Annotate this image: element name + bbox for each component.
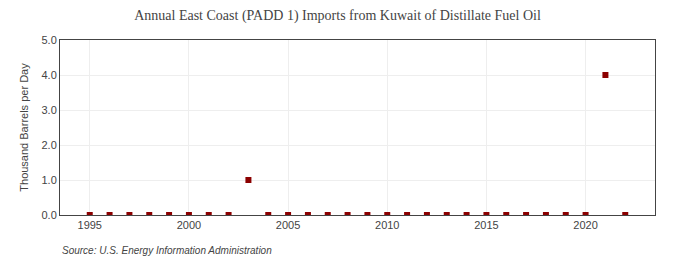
svg-text:1995: 1995	[78, 219, 102, 231]
svg-text:Annual East Coast (PADD 1) Imp: Annual East Coast (PADD 1) Imports from …	[134, 8, 541, 24]
svg-text:Thousand Barrels per Day: Thousand Barrels per Day	[18, 63, 30, 192]
svg-text:0.0: 0.0	[42, 209, 57, 221]
svg-text:2.0: 2.0	[42, 139, 57, 151]
svg-text:5.0: 5.0	[42, 34, 57, 46]
svg-text:2010: 2010	[375, 219, 399, 231]
svg-text:2020: 2020	[573, 219, 597, 231]
svg-text:3.0: 3.0	[42, 104, 57, 116]
svg-text:2005: 2005	[276, 219, 300, 231]
svg-text:2000: 2000	[177, 219, 201, 231]
svg-text:1.0: 1.0	[42, 174, 57, 186]
svg-text:Source: U.S. Energy Informatio: Source: U.S. Energy Information Administ…	[62, 245, 272, 256]
svg-text:2015: 2015	[474, 219, 498, 231]
svg-text:4.0: 4.0	[42, 69, 57, 81]
